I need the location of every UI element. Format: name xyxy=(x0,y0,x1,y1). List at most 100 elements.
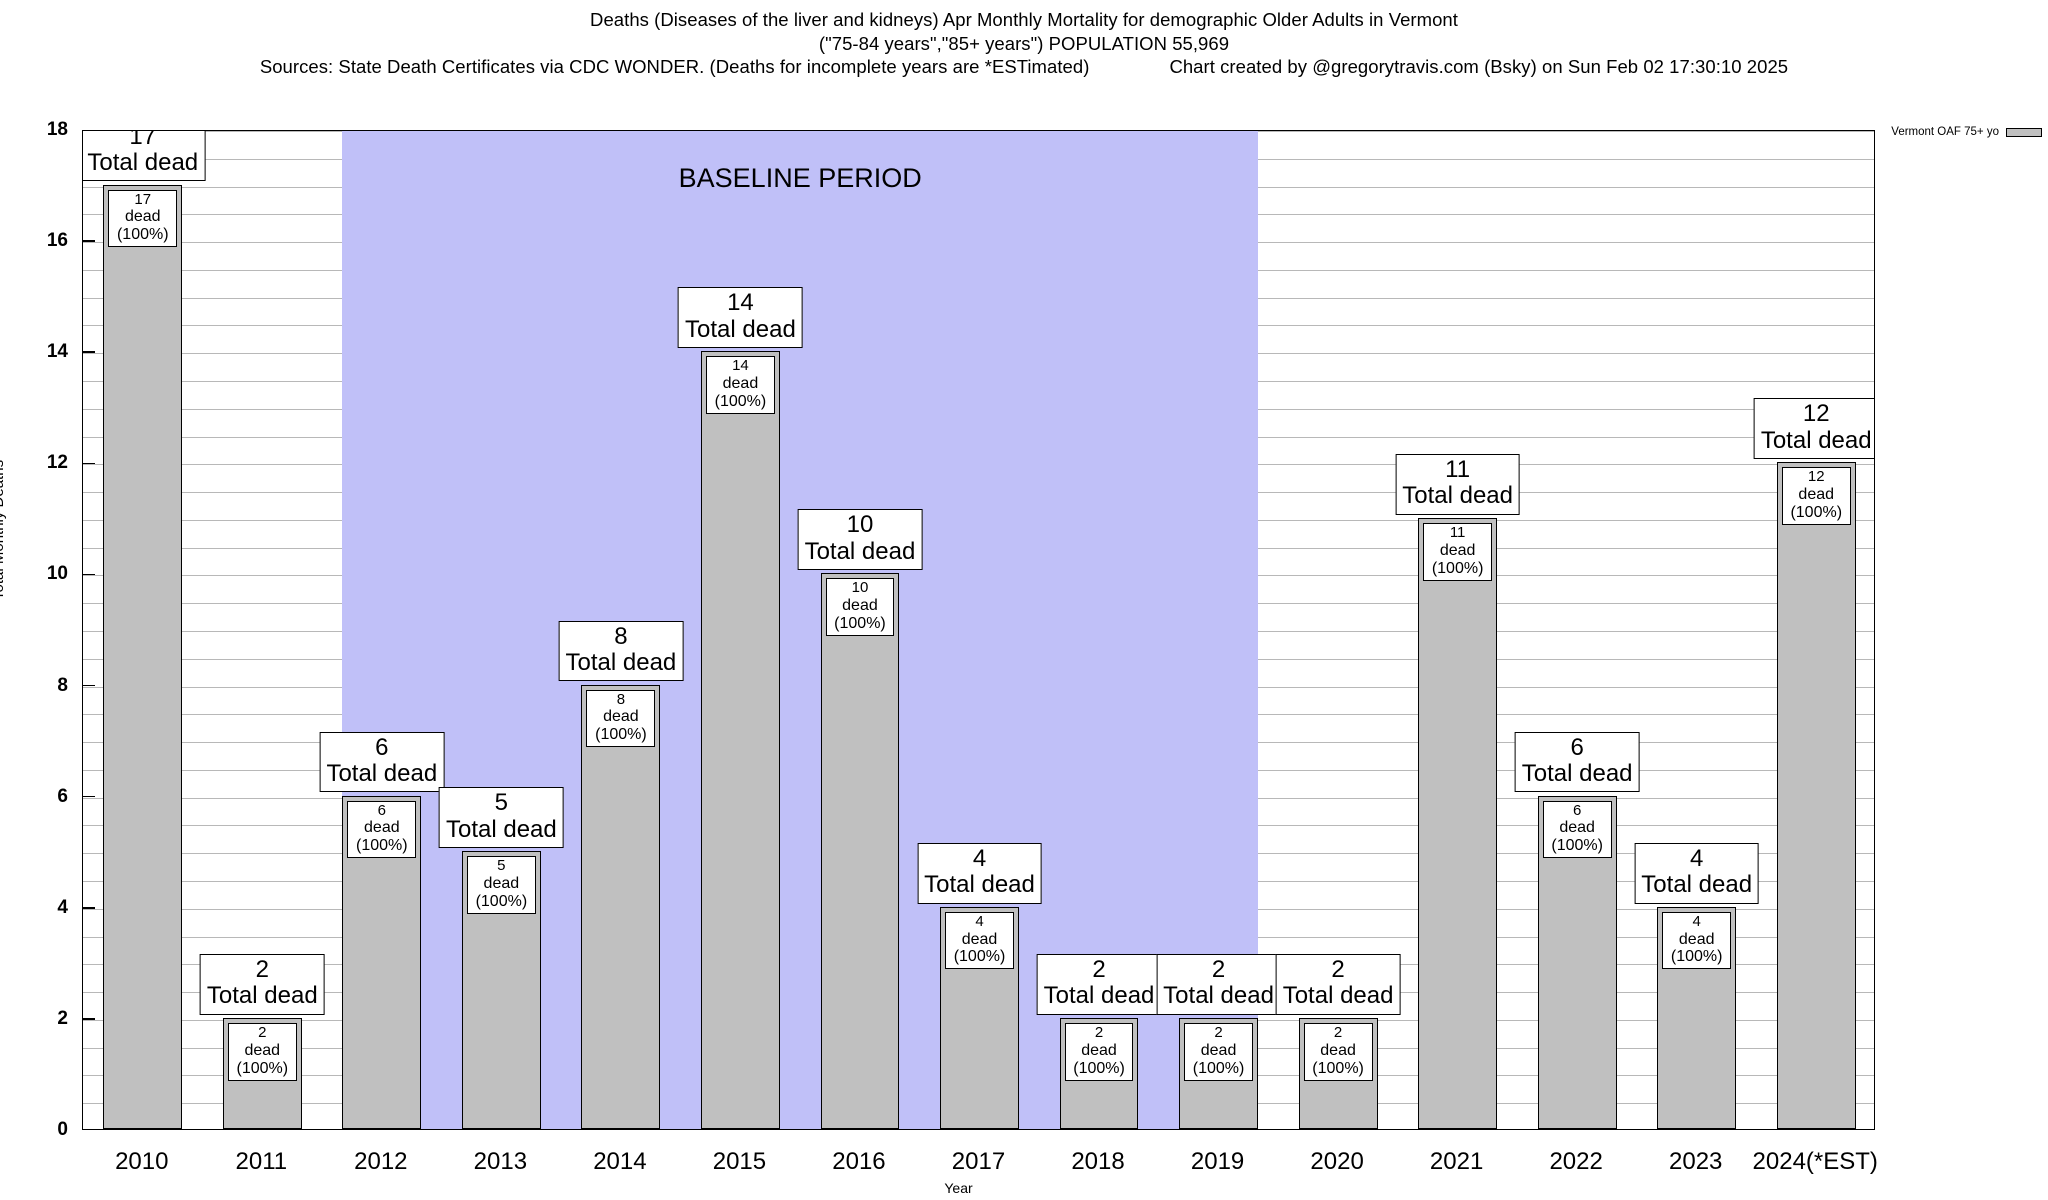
y-axis-title: Total Monthly Deaths xyxy=(0,459,7,600)
bar-inner-value: 8 xyxy=(616,690,626,708)
bar-inner-text: dead (100%) xyxy=(1431,541,1484,577)
total-dead-value: 8 xyxy=(614,622,628,650)
total-dead-text: Total dead xyxy=(326,760,438,788)
bar-2019[interactable]: 2 dead (100%) xyxy=(1179,1017,1258,1129)
bar-inner-text: dead (100%) xyxy=(1670,930,1723,966)
y-tick-label: 14 xyxy=(46,341,68,363)
y-tick-mark xyxy=(82,573,95,576)
bar-inner-value: 2 xyxy=(1094,1023,1104,1041)
bar-2024(*EST)[interactable]: 12 dead (100%) xyxy=(1776,462,1856,1129)
y-tick-label: 0 xyxy=(57,1119,68,1140)
total-dead-value: 4 xyxy=(1690,844,1704,872)
baseline-period-label: BASELINE PERIOD xyxy=(678,163,922,193)
total-dead-text: Total dead xyxy=(1521,760,1633,788)
chart-title-line1: Deaths (Diseases of the liver and kidney… xyxy=(590,9,1458,30)
y-tick-label: 2 xyxy=(57,1007,68,1029)
total-dead-text: Total dead xyxy=(1402,482,1514,510)
bar-inner-label: 2 dead (100%) xyxy=(1303,1022,1373,1081)
bar-2013[interactable]: 5 dead (100%) xyxy=(461,851,541,1129)
bar-2014[interactable]: 8 dead (100%) xyxy=(581,684,661,1129)
y-tick-mark xyxy=(82,351,95,354)
bar-inner-value: 10 xyxy=(851,579,869,597)
x-tick-label-2014: 2014 xyxy=(593,1148,647,1175)
total-dead-callout-2011: 2 Total dead xyxy=(199,953,325,1015)
total-dead-callout-2023: 4 Total dead xyxy=(1634,842,1760,904)
bar-inner-text: dead (100%) xyxy=(236,1041,289,1077)
bar-inner-text: dead (100%) xyxy=(356,819,408,855)
bar-inner-text: dead (100%) xyxy=(714,375,767,410)
total-dead-text: Total dead xyxy=(565,648,677,676)
bar-2021[interactable]: 11 dead (100%) xyxy=(1418,517,1498,1129)
bar-inner-text: dead (100%) xyxy=(834,597,886,633)
x-tick-label-2011: 2011 xyxy=(235,1148,288,1175)
bar-2022[interactable]: 6 dead (100%) xyxy=(1537,795,1617,1129)
y-tick-mark xyxy=(82,462,95,465)
x-tick-label-2020: 2020 xyxy=(1310,1148,1364,1175)
bar-inner-label: 12 dead (100%) xyxy=(1781,467,1851,525)
total-dead-value: 11 xyxy=(1445,455,1471,483)
y-tick-mark xyxy=(82,795,95,798)
bar-inner-label: 4 dead (100%) xyxy=(945,911,1014,970)
x-tick-label-2017: 2017 xyxy=(951,1148,1006,1175)
x-tick-label-2024(*EST): 2024(*EST) xyxy=(1752,1148,1878,1175)
total-dead-value: 12 xyxy=(1802,400,1830,428)
chart-title-block: Deaths (Diseases of the liver and kidney… xyxy=(0,8,2048,79)
total-dead-callout-2021: 11 Total dead xyxy=(1395,453,1521,515)
bar-2023[interactable]: 4 dead (100%) xyxy=(1657,906,1737,1129)
chart-title-line2: ("75-84 years","85+ years") POPULATION 5… xyxy=(818,32,1230,54)
total-dead-callout-2016: 10 Total dead xyxy=(797,509,923,571)
bar-inner-text: dead (100%) xyxy=(1551,819,1603,855)
chart-credit-note: Chart created by @gregorytravis.com (Bsk… xyxy=(1169,56,1789,78)
total-dead-callout-2024(*EST): 12 Total dead xyxy=(1753,398,1874,460)
bar-inner-text: dead (100%) xyxy=(116,208,169,244)
total-dead-text: Total dead xyxy=(87,148,199,176)
total-dead-callout-2018: 2 Total dead xyxy=(1036,953,1162,1015)
x-tick-label-2021: 2021 xyxy=(1429,1148,1484,1175)
bar-2018[interactable]: 2 dead (100%) xyxy=(1059,1017,1139,1129)
bar-inner-value: 12 xyxy=(1807,468,1825,486)
bar-2012[interactable]: 6 dead (100%) xyxy=(342,795,422,1129)
bar-inner-value: 6 xyxy=(377,801,386,819)
bar-2016[interactable]: 10 dead (100%) xyxy=(820,573,900,1129)
total-dead-text: Total dead xyxy=(1282,982,1394,1010)
x-axis-title: Year xyxy=(944,1180,973,1196)
total-dead-value: 6 xyxy=(375,733,389,761)
total-dead-text: Total dead xyxy=(804,537,916,565)
bar-2020[interactable]: 2 dead (100%) xyxy=(1298,1017,1378,1129)
bar-2015[interactable]: 14 dead (100%) xyxy=(700,351,780,1129)
y-tick-mark xyxy=(82,684,95,687)
x-tick-label-2013: 2013 xyxy=(473,1148,528,1175)
x-tick-label-2010: 2010 xyxy=(115,1148,169,1175)
total-dead-text: Total dead xyxy=(924,871,1035,899)
y-tick-label: 8 xyxy=(57,674,68,696)
y-tick-mark xyxy=(82,240,95,242)
total-dead-callout-2019: 2 Total dead xyxy=(1156,953,1281,1015)
bar-inner-label: 6 dead (100%) xyxy=(1542,800,1612,859)
y-tick-label: 16 xyxy=(46,230,68,252)
bar-inner-value: 11 xyxy=(1449,523,1466,541)
x-tick-label-2018: 2018 xyxy=(1071,1148,1125,1175)
bar-inner-value: 4 xyxy=(975,912,984,930)
bar-2017[interactable]: 4 dead (100%) xyxy=(940,906,1019,1129)
total-dead-value: 14 xyxy=(727,289,754,317)
total-dead-text: Total dead xyxy=(1043,982,1155,1010)
bar-inner-text: dead (100%) xyxy=(595,708,647,744)
total-dead-value: 17 xyxy=(129,130,157,150)
bar-inner-label: 6 dead (100%) xyxy=(347,800,417,859)
total-dead-callout-2014: 8 Total dead xyxy=(558,620,684,682)
bar-inner-label: 4 dead (100%) xyxy=(1662,911,1732,970)
bar-2011[interactable]: 2 dead (100%) xyxy=(222,1017,302,1129)
bar-inner-text: dead (100%) xyxy=(1073,1041,1125,1077)
x-tick-label-2019: 2019 xyxy=(1190,1148,1245,1175)
bar-inner-value: 5 xyxy=(497,857,506,875)
total-dead-text: Total dead xyxy=(685,315,796,343)
bar-inner-text: dead (100%) xyxy=(1192,1041,1245,1077)
bar-2010[interactable]: 17 dead (100%) xyxy=(103,184,183,1129)
bar-inner-text: dead (100%) xyxy=(953,930,1006,966)
total-dead-text: Total dead xyxy=(206,982,318,1010)
total-dead-value: 2 xyxy=(1211,955,1226,983)
total-dead-value: 4 xyxy=(972,844,987,872)
bar-inner-label: 11 dead (100%) xyxy=(1423,522,1493,581)
bar-inner-value: 2 xyxy=(258,1023,267,1041)
x-tick-label-2016: 2016 xyxy=(832,1148,886,1175)
